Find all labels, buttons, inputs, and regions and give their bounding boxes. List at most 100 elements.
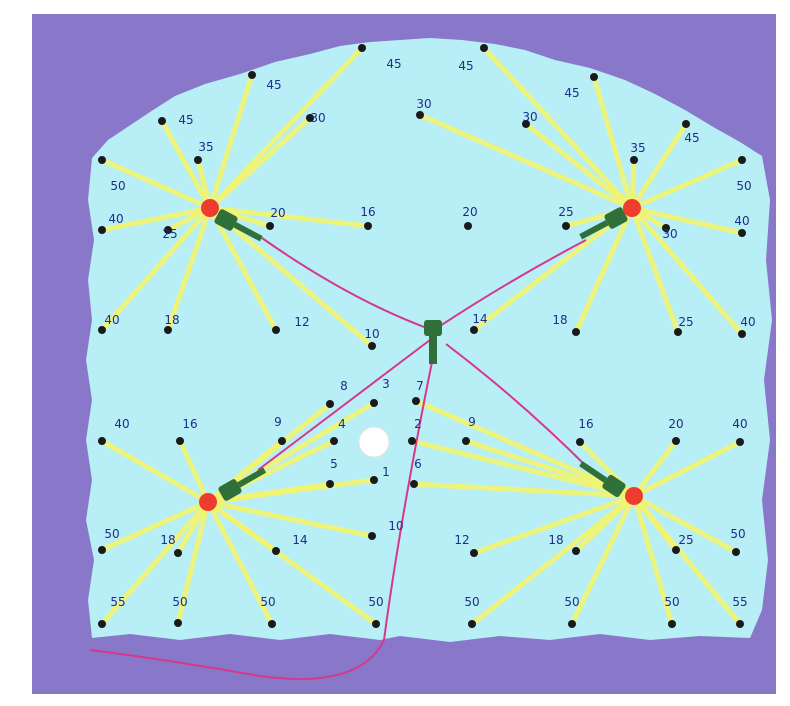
fibre-length-label: 16 xyxy=(182,417,197,431)
fibre-length-label: 45 xyxy=(458,59,473,73)
fibre-length-label: 1 xyxy=(382,465,390,479)
fibre-length-label: 40 xyxy=(114,417,129,431)
fibre-ray xyxy=(205,499,379,627)
pin xyxy=(562,222,570,230)
fibre-ray xyxy=(205,499,275,627)
pin xyxy=(738,330,746,338)
fibre-ray xyxy=(471,493,637,556)
fibre-ray xyxy=(569,493,637,627)
pin xyxy=(738,229,746,237)
fibre-ray xyxy=(413,398,637,499)
pin xyxy=(736,620,744,628)
fibre-length-label: 16 xyxy=(578,417,593,431)
fibre-length-label: 45 xyxy=(178,113,193,127)
connector-bottom-left xyxy=(218,467,267,501)
fibre-length-label: 50 xyxy=(464,595,479,609)
pin xyxy=(590,73,598,81)
pin xyxy=(572,547,580,555)
connector-tail xyxy=(579,220,609,240)
connector-tail xyxy=(233,222,263,242)
fibre-length-label: 4 xyxy=(338,417,346,431)
fibre-length-label: 40 xyxy=(104,313,119,327)
fibre-ray xyxy=(629,205,745,236)
fibre-ray xyxy=(99,205,213,233)
pin xyxy=(410,480,418,488)
pin xyxy=(98,326,106,334)
fibre-length-label: 9 xyxy=(468,415,476,429)
connector-top-left xyxy=(214,209,263,242)
pin xyxy=(372,620,380,628)
pin xyxy=(408,437,416,445)
pin xyxy=(306,114,314,122)
pin xyxy=(568,620,576,628)
pin xyxy=(326,400,334,408)
fibre-ray xyxy=(207,115,313,211)
fibre-ray xyxy=(629,121,689,211)
fibre-length-label: 55 xyxy=(110,595,125,609)
fibre-length-label: 18 xyxy=(552,313,567,327)
wire xyxy=(445,343,591,471)
pin xyxy=(164,226,172,234)
fibre-length-label: 20 xyxy=(462,205,477,219)
fibre-ray xyxy=(207,205,371,229)
fibre-length-label: 55 xyxy=(732,595,747,609)
fibre-length-label: 20 xyxy=(668,417,683,431)
fibre-length-label: 2 xyxy=(414,417,422,431)
fibre-length-label: 12 xyxy=(294,315,309,329)
fibre-length-label: 8 xyxy=(340,379,348,393)
fibre-length-label: 40 xyxy=(108,212,123,226)
fibre-ray xyxy=(629,205,681,335)
fibre-ray xyxy=(159,118,213,211)
fibre-ray xyxy=(207,72,255,211)
fibre-length-label: 18 xyxy=(164,313,179,327)
fibre-length-label: 40 xyxy=(734,214,749,228)
connector-bottom-right xyxy=(579,461,626,498)
pin xyxy=(268,620,276,628)
fibre-length-label: 12 xyxy=(454,533,469,547)
pin xyxy=(98,226,106,234)
splitter-stem xyxy=(429,334,437,364)
fibre-ray xyxy=(99,499,211,553)
fibre-ray xyxy=(99,205,213,333)
pin xyxy=(368,342,376,350)
connector-body xyxy=(214,209,238,231)
pin xyxy=(576,438,584,446)
fibre-length-label: 10 xyxy=(388,519,403,533)
lamp-1 xyxy=(623,199,641,217)
fibre-length-label: 18 xyxy=(160,533,175,547)
fibre-ray xyxy=(631,493,675,627)
fibre-length-label: 9 xyxy=(274,415,282,429)
fibre-ray xyxy=(207,205,375,349)
fibre-ray xyxy=(471,205,635,333)
fibre-length-label: 25 xyxy=(162,227,177,241)
fibre-ray xyxy=(165,205,213,333)
pin xyxy=(672,546,680,554)
fibre-length-label: 25 xyxy=(558,205,573,219)
pin xyxy=(98,620,106,628)
fibre-length-label: 18 xyxy=(548,533,563,547)
pin xyxy=(738,156,746,164)
wire xyxy=(89,351,435,681)
fibre-length-label: 45 xyxy=(564,86,579,100)
pin xyxy=(732,548,740,556)
fibre-ray xyxy=(177,438,211,505)
pin xyxy=(674,328,682,336)
pin xyxy=(174,549,182,557)
pin xyxy=(358,44,366,52)
fibre-ray xyxy=(205,477,377,505)
ceiling-disc xyxy=(358,426,390,458)
fibre-ray xyxy=(207,205,279,333)
fibre-ray xyxy=(573,205,635,335)
connector-body xyxy=(602,474,626,498)
pin xyxy=(464,222,472,230)
wire xyxy=(439,239,587,327)
pin xyxy=(412,397,420,405)
fibre-length-label: 25 xyxy=(678,315,693,329)
pin xyxy=(176,437,184,445)
pin xyxy=(272,326,280,334)
wire xyxy=(257,339,431,471)
fibre-length-label: 35 xyxy=(198,140,213,154)
fibre-length-label: 40 xyxy=(732,417,747,431)
